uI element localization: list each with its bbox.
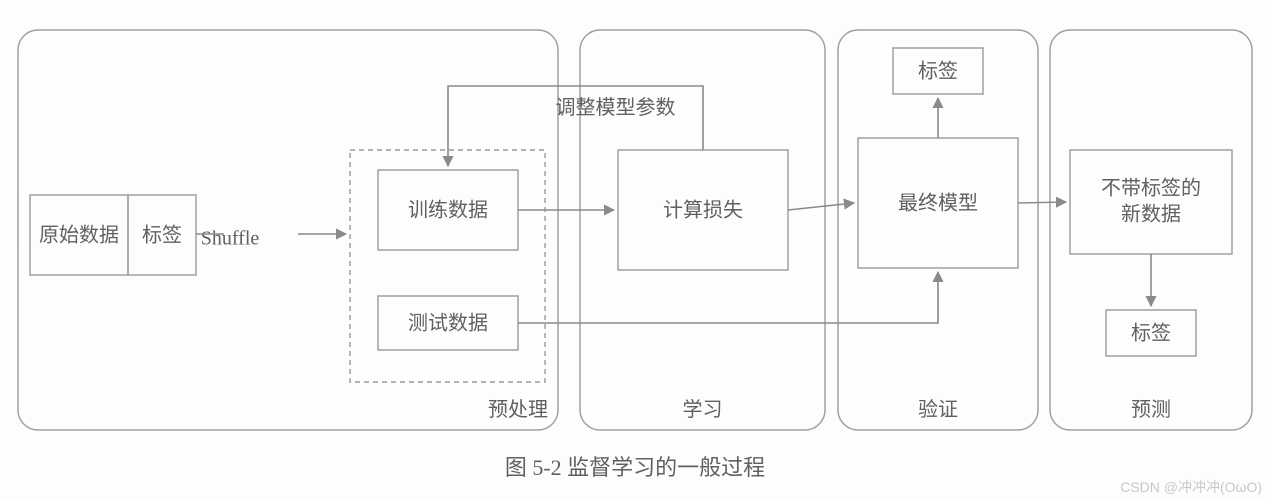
dashed-group (350, 150, 545, 382)
watermark: CSDN @冲冲冲(OωO) (1120, 479, 1262, 495)
node-new-data (1070, 150, 1232, 254)
node-text-label1: 标签 (142, 224, 182, 247)
node-text-new-data-1: 不带标签的 (1101, 177, 1201, 200)
figure-caption: 图 5-2 监督学习的一般过程 (505, 455, 765, 480)
edge-test-to-model (518, 272, 938, 323)
panel-validate (838, 30, 1038, 430)
panel-label-preprocess: 预处理 (488, 398, 548, 421)
flow-diagram: 原始数据标签训练数据测试数据计算损失最终模型标签不带标签的新数据标签Shuffl… (0, 0, 1270, 500)
edge-label-adjust: 调整模型参数 (556, 96, 676, 119)
panel-predict (1050, 30, 1252, 430)
node-text-final-model: 最终模型 (898, 192, 978, 215)
panel-label-learn: 学习 (683, 398, 723, 421)
edge-model-to-newdata (1018, 202, 1066, 203)
node-text-test-data: 测试数据 (408, 312, 488, 335)
node-text-raw-data: 原始数据 (39, 224, 119, 247)
node-text-calc-loss: 计算损失 (663, 199, 743, 222)
node-text-label-out: 标签 (1131, 322, 1171, 345)
node-text-train-data: 训练数据 (408, 199, 488, 222)
node-text-label-top: 标签 (918, 60, 958, 83)
panel-label-predict: 预测 (1131, 398, 1171, 421)
panel-label-validate: 验证 (918, 398, 958, 421)
node-text-shuffle: Shuffle (201, 228, 260, 250)
edge-loss-to-model (788, 203, 854, 210)
node-text-new-data-2: 新数据 (1121, 203, 1181, 226)
